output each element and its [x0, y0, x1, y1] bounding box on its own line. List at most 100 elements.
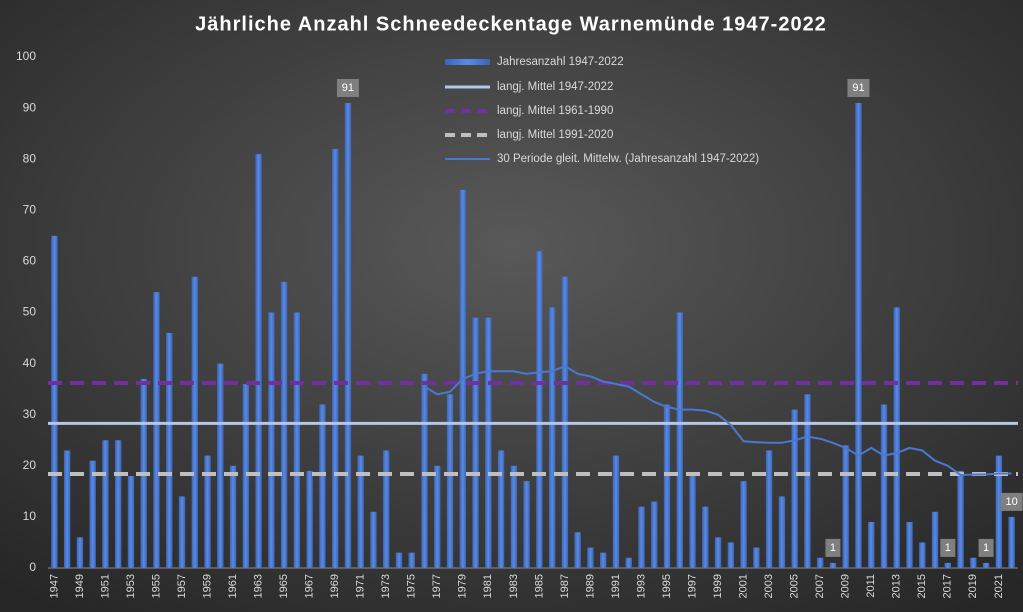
y-tick-label: 0: [29, 560, 36, 574]
x-tick-label: 1957: [176, 574, 188, 598]
bar: [765, 450, 773, 568]
y-tick-label: 60: [23, 254, 37, 268]
bar: [714, 537, 722, 568]
bar: [944, 562, 952, 568]
bar: [931, 511, 939, 568]
x-tick-label: 2015: [916, 574, 928, 598]
bar: [957, 470, 964, 568]
bar: [727, 542, 735, 568]
bar: [536, 251, 543, 568]
bar: [446, 394, 454, 568]
x-tick-label: 1973: [380, 574, 392, 598]
data-label-box: [940, 538, 956, 557]
data-label: 1: [945, 542, 951, 554]
x-tick-label: 1987: [559, 574, 571, 598]
data-label: 10: [1005, 496, 1017, 508]
legend-label: 30 Periode gleit. Mittelw. (Jahresanzahl…: [497, 153, 759, 165]
bar: [344, 102, 352, 569]
bar: [383, 450, 390, 568]
bar: [395, 552, 403, 568]
bar: [574, 532, 581, 568]
x-tick-label: 2011: [865, 574, 877, 598]
bar: [906, 522, 913, 568]
x-tick-label: 1995: [661, 574, 673, 598]
x-tick-label: 2003: [763, 574, 775, 598]
bar: [76, 537, 84, 568]
bar: [114, 440, 122, 568]
x-tick-label: 2005: [789, 574, 801, 598]
x-tick-label: 1967: [304, 574, 316, 598]
x-tick-label: 1997: [686, 574, 698, 598]
bar: [331, 148, 339, 569]
x-tick-label: 2021: [993, 574, 1005, 598]
x-tick-label: 1993: [635, 574, 647, 598]
bar: [523, 481, 530, 568]
data-label-box: [847, 78, 870, 97]
bar: [804, 394, 811, 568]
y-tick-label: 20: [23, 458, 37, 472]
x-tick-label: 1983: [508, 574, 520, 598]
bar: [280, 281, 288, 568]
x-tick-label: 2013: [891, 574, 903, 598]
bar: [638, 506, 645, 568]
bar: [306, 470, 313, 568]
bar: [102, 440, 109, 568]
data-label-box: [1000, 492, 1023, 511]
legend-label: langj. Mittel 1961-1990: [497, 105, 613, 117]
x-tick-label: 2007: [814, 574, 826, 598]
x-tick-label: 1979: [457, 574, 469, 598]
x-tick-label: 1961: [227, 574, 239, 598]
x-tick-label: 2001: [737, 574, 749, 598]
x-tick-label: 1969: [329, 574, 341, 598]
bar: [880, 404, 888, 568]
data-label-box: [336, 78, 359, 97]
legend-label: langj. Mittel 1991-2020: [497, 129, 613, 141]
bar: [548, 307, 556, 568]
x-tick-label: 2017: [942, 574, 954, 598]
x-tick-label: 1985: [533, 574, 545, 598]
bar: [982, 562, 990, 568]
bar: [510, 465, 518, 568]
bar: [63, 450, 71, 568]
y-tick-label: 80: [23, 151, 37, 165]
bar: [497, 450, 505, 568]
x-tick-label: 1965: [278, 574, 290, 598]
y-tick-label: 100: [16, 49, 36, 63]
legend-swatch: [445, 59, 490, 65]
bar: [319, 404, 326, 568]
bar: [421, 373, 428, 568]
bar: [970, 557, 977, 568]
data-label: 1: [983, 542, 989, 554]
x-tick-label: 1953: [125, 574, 137, 598]
x-tick-label: 1999: [712, 574, 724, 598]
bar: [689, 476, 696, 568]
bar: [178, 496, 186, 568]
bar: [599, 552, 607, 568]
x-tick-label: 1981: [482, 574, 494, 598]
moving-average-line: [423, 365, 1012, 477]
bar: [816, 557, 824, 568]
bar: [127, 476, 135, 568]
x-tick-label: 1949: [74, 574, 86, 598]
bar: [612, 455, 620, 568]
bar: [434, 465, 441, 568]
bar: [753, 547, 760, 568]
y-tick-label: 30: [23, 407, 37, 421]
data-label: 1: [830, 542, 836, 554]
legend-label: Jahresanzahl 1947-2022: [497, 56, 624, 68]
x-tick-label: 1959: [201, 574, 213, 598]
bar: [268, 312, 275, 568]
bar: [778, 496, 786, 568]
y-tick-label: 50: [23, 305, 37, 319]
bar: [919, 542, 926, 568]
data-label: 91: [852, 82, 864, 94]
bar: [166, 332, 173, 568]
data-label-box: [978, 538, 994, 557]
data-label-box: [825, 538, 841, 557]
y-tick-label: 40: [23, 356, 37, 370]
bar: [153, 292, 160, 568]
x-tick-label: 2009: [840, 574, 852, 598]
bar: [370, 511, 377, 568]
data-label: 91: [342, 82, 354, 94]
